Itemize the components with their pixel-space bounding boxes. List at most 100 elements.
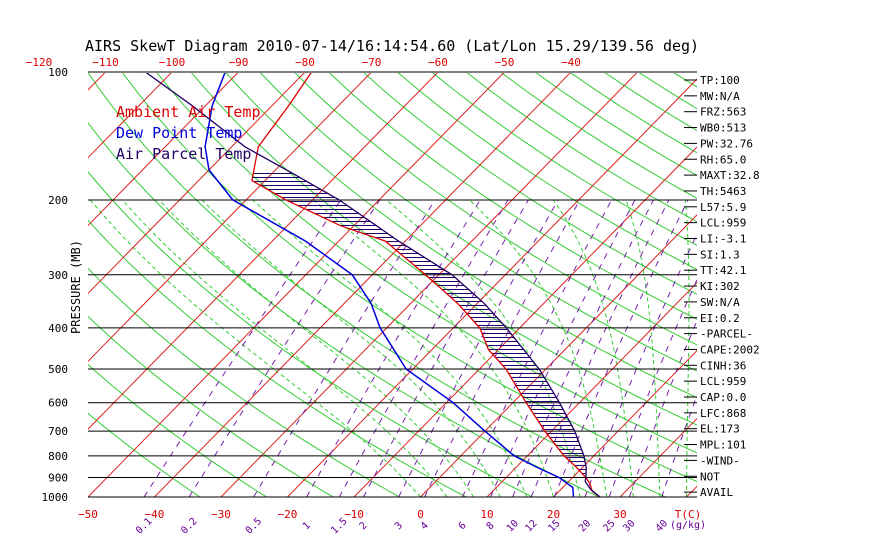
bottom-temp-tick-label: −30	[211, 508, 231, 521]
sounding-index-label: LCL:959	[700, 217, 746, 230]
sounding-index-label: -WIND-	[700, 454, 740, 467]
dry-adiabat-line	[225, 73, 697, 399]
y-axis-label: PRESSURE (MB)	[69, 240, 83, 334]
top-temp-tick-label: −120	[26, 56, 53, 69]
mixing-ratio-unit-label: (g/kg)	[670, 520, 706, 531]
isotherm-line	[553, 349, 697, 497]
dry-adiabat-line	[88, 315, 334, 497]
top-temp-tick-label: −100	[159, 56, 186, 69]
pressure-tick-label: 700	[48, 425, 68, 438]
sounding-index-label: RH:65.0	[700, 153, 746, 166]
dry-adiabat-line	[328, 73, 697, 320]
sounding-index-label: LFC:868	[700, 407, 746, 420]
dry-adiabat-line	[432, 73, 697, 247]
top-temp-tick-label: −80	[295, 56, 315, 69]
isotherm-line	[88, 73, 372, 363]
dry-adiabat-line	[363, 73, 697, 295]
bottom-temp-tick-label: 10	[480, 508, 493, 521]
mixing-ratio-line	[188, 199, 381, 497]
mixing-ratio-tick-label: 12	[523, 518, 539, 534]
pressure-tick-label: 300	[48, 269, 68, 282]
sounding-index-label: TT:42.1	[700, 264, 746, 277]
sounding-index-label: SW:N/A	[700, 296, 740, 309]
sounding-index-label: MW:N/A	[700, 90, 740, 103]
sounding-index-label: L57:5.9	[700, 201, 746, 214]
top-temp-tick-label: −70	[362, 56, 382, 69]
dry-adiabat-line	[810, 72, 870, 497]
sounding-index-label: -PARCEL-	[700, 328, 753, 341]
moist-adiabat-line	[89, 199, 421, 497]
mixing-ratio-line	[462, 199, 613, 497]
dry-adiabat-line	[259, 73, 697, 372]
dry-adiabat-line	[122, 73, 697, 483]
dry-adiabat-line	[88, 412, 201, 497]
mixing-ratio-tick-label: 1	[301, 520, 313, 532]
legend-item-label: Air Parcel Temp	[116, 145, 251, 163]
sounding-index-label: AVAIL	[700, 486, 733, 499]
bottom-temp-tick-label: 30	[613, 508, 626, 521]
top-temp-tick-label: −60	[428, 56, 448, 69]
sounding-index-label: EL:173	[700, 423, 740, 436]
top-temp-tick-label: −50	[495, 56, 515, 69]
sounding-index-label: SI:1.3	[700, 248, 740, 261]
dry-adiabat-line	[191, 73, 697, 426]
isotherm-line	[154, 73, 571, 497]
isotherm-line	[0, 72, 39, 497]
sounding-index-label: NOT	[700, 470, 720, 483]
sounding-index-label: TH:5463	[700, 185, 746, 198]
mixing-ratio-line	[553, 199, 689, 497]
isotherm-line	[88, 73, 305, 295]
dry-adiabat-line	[638, 73, 697, 110]
parcel-temp-line	[145, 73, 601, 497]
mixing-ratio-tick-label: 6	[457, 520, 469, 532]
mixing-ratio-tick-label: 20	[577, 518, 593, 534]
pressure-tick-label: 500	[48, 363, 68, 376]
isotherm-line	[88, 73, 172, 159]
sounding-index-label: LCL:959	[700, 375, 746, 388]
moist-adiabat-line	[201, 199, 501, 497]
legend-item-label: Ambient Air Temp	[116, 103, 261, 121]
mixing-ratio-line	[512, 199, 654, 497]
pressure-tick-label: 800	[48, 450, 68, 463]
isotherm-line	[353, 146, 697, 497]
sounding-index-label: TP:100	[700, 74, 740, 87]
mixing-ratio-tick-label: 0.5	[244, 516, 265, 537]
mixing-ratio-tick-label: 10	[505, 518, 521, 534]
sounding-index-label: FRZ:563	[700, 106, 746, 119]
dry-adiabat-line	[88, 219, 467, 497]
isotherm-line	[88, 73, 505, 497]
mixing-ratio-tick-label: 40	[654, 518, 670, 534]
dry-adiabat-line	[397, 73, 697, 271]
sounding-index-label: WB0:513	[700, 122, 746, 135]
legend-item-label: Dew Point Temp	[116, 124, 242, 142]
isotherm-line	[619, 417, 697, 497]
moist-adiabat-line	[469, 199, 608, 497]
isotherm-line	[420, 214, 697, 497]
top-temp-tick-label: −40	[561, 56, 581, 69]
dry-adiabat-line	[88, 171, 533, 497]
bottom-temp-tick-label: −10	[344, 508, 364, 521]
sounding-index-label: MPL:101	[700, 439, 746, 452]
dry-adiabat-line	[88, 363, 267, 497]
temp-unit-label: T(C)	[675, 508, 702, 521]
sounding-index-label: EI:0.2	[700, 312, 740, 325]
mixing-ratio-tick-label: 2	[358, 520, 370, 532]
mixing-ratio-line	[489, 199, 636, 497]
bottom-temp-tick-label: −40	[145, 508, 165, 521]
dry-adiabat-line	[88, 267, 400, 497]
pressure-tick-label: 400	[48, 322, 68, 335]
moist-adiabat-line	[552, 199, 634, 497]
mixing-ratio-tick-label: 0.2	[179, 516, 200, 537]
mixing-ratio-line	[530, 199, 670, 497]
dry-adiabat-line	[742, 72, 870, 497]
sounding-index-label: CAPE:2002	[700, 343, 760, 356]
chart-title: AIRS SkewT Diagram 2010-07-14/16:14:54.6…	[85, 37, 699, 55]
top-temp-tick-label: −110	[92, 56, 119, 69]
pressure-tick-label: 100	[48, 66, 68, 79]
top-temp-tick-label: −90	[229, 56, 249, 69]
mixing-ratio-tick-label: 4	[419, 520, 431, 532]
bottom-temp-tick-label: 0	[417, 508, 424, 521]
sounding-index-label: PW:32.76	[700, 137, 753, 150]
ambient-temp-line	[251, 73, 601, 497]
